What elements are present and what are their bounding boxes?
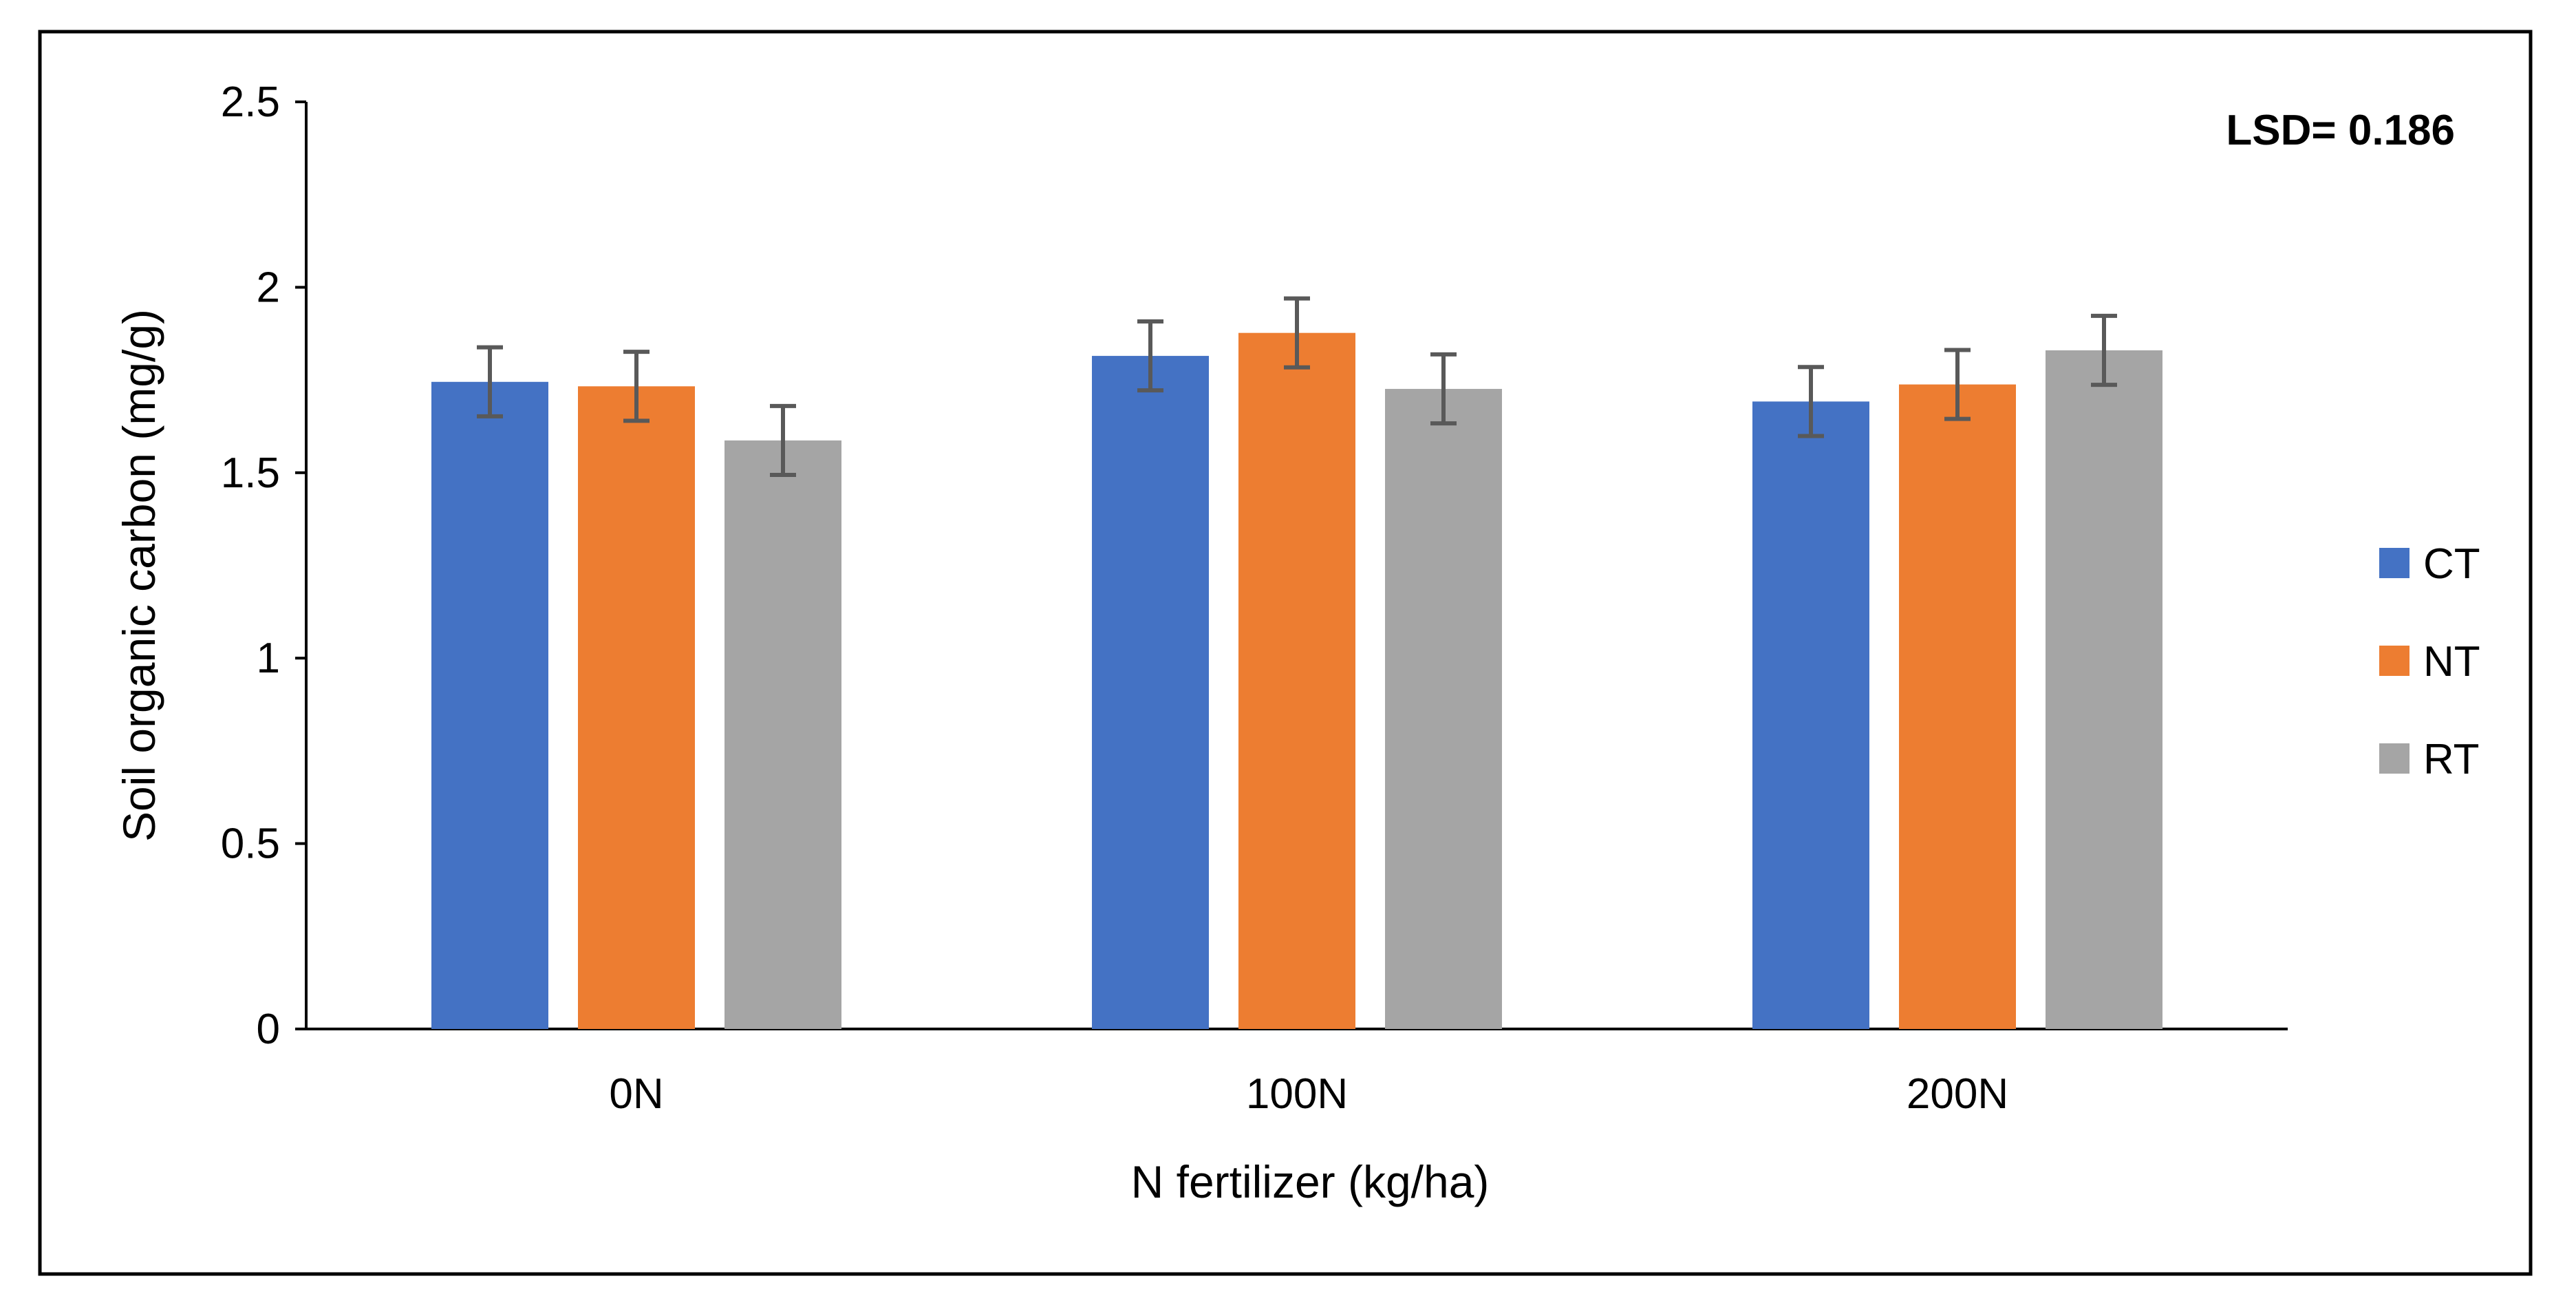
bars [431,332,2162,1030]
x-tick-label: 200N [1907,1070,2008,1118]
y-tick-label: 2.5 [221,78,280,126]
x-axis-title: N fertilizer (kg/ha) [1131,1156,1490,1207]
y-axis-title: Soil organic carbon (mg/g) [114,309,164,842]
x-tick-label: 0N [609,1070,663,1118]
x-tick-label: 100N [1246,1070,1348,1118]
y-tick-label: 0 [257,1006,280,1053]
y-axis: 0 0.5 1 1.5 2 2.5 [221,78,308,1053]
bar-rt-100n [1385,389,1502,1029]
lsd-annotation: LSD= 0.186 [2226,107,2455,154]
legend-swatch-rt [2379,743,2409,774]
bar-nt-0n [578,386,695,1029]
bar-ct-100n [1092,356,1209,1029]
bar-rt-200n [2046,350,2162,1030]
bar-nt-100n [1238,332,1355,1030]
y-tick-label: 1 [257,635,280,682]
y-tick-label: 1.5 [221,449,280,497]
legend-swatch-nt [2379,646,2409,676]
bar-ct-0n [431,381,548,1029]
legend-swatch-ct [2379,548,2409,578]
bar-ct-200n [1752,401,1869,1029]
bar-nt-200n [1899,384,2016,1029]
legend-label-nt: NT [2423,638,2480,686]
bar-rt-0n [724,440,841,1029]
legend-label-rt: RT [2423,736,2480,783]
y-tick-label: 2 [257,264,280,311]
legend-label-ct: CT [2423,540,2480,588]
error-bars [477,296,2117,478]
y-tick-label: 0.5 [221,820,280,868]
legend: CT NT RT [2379,540,2480,783]
